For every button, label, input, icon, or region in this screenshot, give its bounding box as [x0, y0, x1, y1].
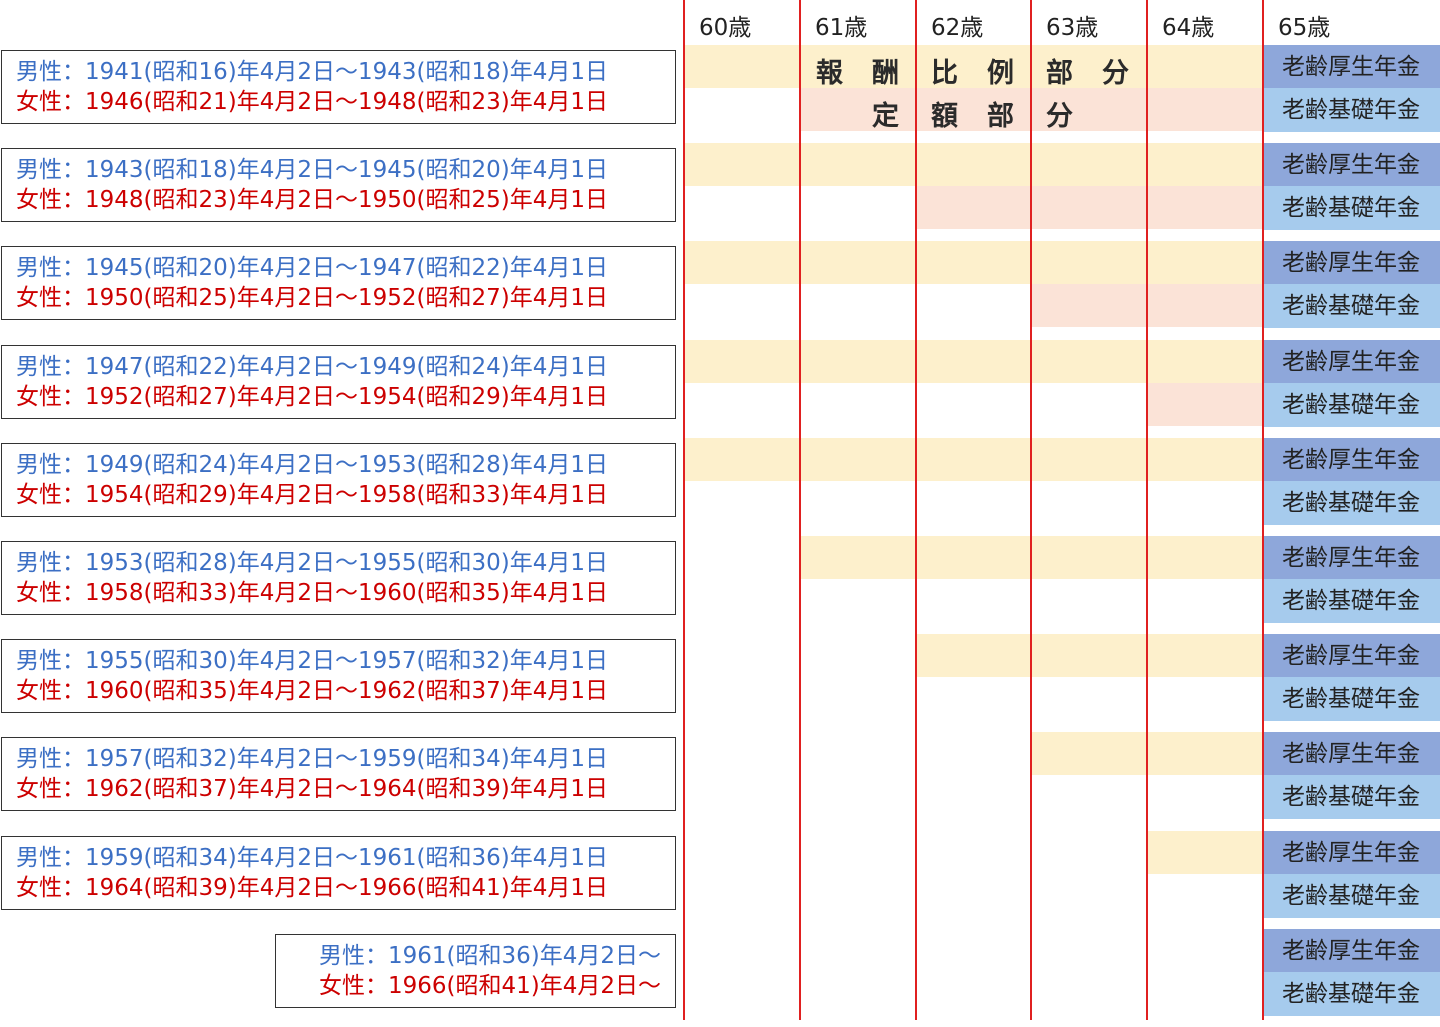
female-birthdate-range: 女性：1952(昭和27)年4月2日〜1954(昭和29)年4月1日	[16, 383, 609, 410]
hirei-band-row-4	[683, 339, 1262, 383]
kosei-pension-cell-row-4: 老齢厚生年金	[1262, 339, 1440, 384]
kiso-pension-cell-row-8: 老齢基礎年金	[1262, 775, 1440, 820]
age-divider-63	[1030, 0, 1032, 1020]
kiso-pension-cell-row-2: 老齢基礎年金	[1262, 186, 1440, 231]
male-birthdate-range: 男性：1945(昭和20)年4月2日〜1947(昭和22)年4月1日	[16, 255, 609, 282]
female-birthdate-range: 女性：1964(昭和39)年4月2日〜1966(昭和41)年4月1日	[16, 874, 609, 901]
hirei-label-char-5: 部	[1046, 58, 1073, 89]
teigaku-band-row-4	[1146, 382, 1262, 426]
female-birthdate-range: 女性：1960(昭和35)年4月2日〜1962(昭和37)年4月1日	[16, 678, 609, 705]
birthdate-box-row-3: 男性：1945(昭和20)年4月2日〜1947(昭和22)年4月1日 女性：195…	[1, 246, 676, 321]
birthdate-box-row-7: 男性：1955(昭和30)年4月2日〜1957(昭和32)年4月1日 女性：196…	[1, 639, 676, 714]
male-birthdate-range: 男性：1941(昭和16)年4月2日〜1943(昭和18)年4月1日	[16, 59, 609, 85]
kosei-pension-cell-row-5: 老齢厚生年金	[1262, 437, 1440, 482]
female-birthdate-range: 女性：1958(昭和33)年4月2日〜1960(昭和35)年4月1日	[16, 580, 609, 606]
hirei-band-row-9	[1146, 830, 1262, 874]
birthdate-box-row-8: 男性：1957(昭和32)年4月2日〜1959(昭和34)年4月1日 女性：196…	[1, 737, 676, 812]
age-divider-64	[1146, 0, 1148, 1020]
birthdate-box-row-10: 男性：1961(昭和36)年4月2日〜 女性：1966(昭和41)年4月2日〜	[275, 933, 676, 1008]
hirei-band-row-3	[683, 241, 1262, 285]
hirei-label-char-4: 例	[987, 58, 1014, 89]
female-birthdate-range: 女性：1946(昭和21)年4月2日〜1948(昭和23)年4月1日	[16, 89, 609, 115]
age-label-62: 62歳	[931, 15, 984, 41]
kosei-pension-cell-row-7: 老齢厚生年金	[1262, 634, 1440, 679]
age-label-60: 60歳	[699, 15, 752, 41]
birthdate-box-row-9: 男性：1959(昭和34)年4月2日〜1961(昭和36)年4月1日 女性：196…	[1, 835, 676, 910]
age-label-65: 65歳	[1278, 15, 1331, 41]
kiso-pension-cell-row-6: 老齢基礎年金	[1262, 579, 1440, 623]
kiso-pension-cell-row-7: 老齢基礎年金	[1262, 677, 1440, 722]
kiso-pension-cell-row-5: 老齢基礎年金	[1262, 480, 1440, 525]
kiso-pension-cell-row-1: 老齢基礎年金	[1262, 88, 1440, 132]
age-label-64: 64歳	[1162, 15, 1215, 41]
hirei-label-char-1: 報	[816, 58, 843, 89]
hirei-label-char-6: 分	[1102, 58, 1129, 89]
teigaku-label-char-4: 分	[1046, 101, 1073, 132]
birthdate-box-row-4: 男性：1947(昭和22)年4月2日〜1949(昭和24)年4月1日 女性：195…	[1, 344, 676, 419]
hirei-label-char-2: 酬	[872, 58, 899, 89]
teigaku-label-char-1: 定	[872, 101, 899, 132]
teigaku-label-char-2: 額	[931, 101, 958, 132]
kosei-pension-cell-row-9: 老齢厚生年金	[1262, 830, 1440, 875]
kiso-pension-cell-row-9: 老齢基礎年金	[1262, 873, 1440, 918]
age-divider-60	[683, 0, 685, 1020]
male-birthdate-range: 男性：1949(昭和24)年4月2日〜1953(昭和28)年4月1日	[16, 451, 609, 478]
kosei-pension-cell-row-2: 老齢厚生年金	[1262, 143, 1440, 188]
hirei-label-char-3: 比	[931, 58, 958, 89]
male-birthdate-range: 男性：1953(昭和28)年4月2日〜1955(昭和30)年4月1日	[16, 550, 609, 576]
kosei-pension-cell-row-10: 老齢厚生年金	[1262, 928, 1440, 973]
hirei-band-row-5	[683, 437, 1262, 481]
male-birthdate-range: 男性：1943(昭和18)年4月2日〜1945(昭和20)年4月1日	[16, 157, 609, 184]
female-birthdate-range: 女性：1950(昭和25)年4月2日〜1952(昭和27)年4月1日	[16, 285, 609, 312]
kiso-pension-cell-row-3: 老齢基礎年金	[1262, 284, 1440, 329]
kosei-pension-cell-row-6: 老齢厚生年金	[1262, 536, 1440, 580]
male-birthdate-range: 男性：1947(昭和22)年4月2日〜1949(昭和24)年4月1日	[16, 353, 609, 380]
age-divider-61	[799, 0, 801, 1020]
age-divider-65	[1262, 0, 1264, 1020]
kosei-pension-cell-row-3: 老齢厚生年金	[1262, 241, 1440, 286]
kosei-pension-cell-row-1: 老齢厚生年金	[1262, 45, 1440, 89]
male-birthdate-range: 男性：1957(昭和32)年4月2日〜1959(昭和34)年4月1日	[16, 746, 609, 773]
male-birthdate-range: 男性：1959(昭和34)年4月2日〜1961(昭和36)年4月1日	[16, 844, 609, 871]
birthdate-box-row-5: 男性：1949(昭和24)年4月2日〜1953(昭和28)年4月1日 女性：195…	[1, 442, 676, 517]
male-birthdate-range: 男性：1961(昭和36)年4月2日〜	[318, 942, 661, 969]
teigaku-band-row-2	[915, 186, 1262, 230]
teigaku-label-char-3: 部	[987, 101, 1014, 132]
kiso-pension-cell-row-10: 老齢基礎年金	[1262, 971, 1440, 1016]
female-birthdate-range: 女性：1966(昭和41)年4月2日〜	[318, 972, 661, 999]
kiso-pension-cell-row-4: 老齢基礎年金	[1262, 382, 1440, 427]
hirei-band-row-7	[915, 634, 1262, 678]
age-label-61: 61歳	[815, 15, 868, 41]
female-birthdate-range: 女性：1954(昭和29)年4月2日〜1958(昭和33)年4月1日	[16, 481, 609, 508]
male-birthdate-range: 男性：1955(昭和30)年4月2日〜1957(昭和32)年4月1日	[16, 648, 609, 675]
female-birthdate-range: 女性：1962(昭和37)年4月2日〜1964(昭和39)年4月1日	[16, 776, 609, 803]
birthdate-box-row-1: 男性：1941(昭和16)年4月2日〜1943(昭和18)年4月1日 女性：194…	[1, 50, 676, 124]
female-birthdate-range: 女性：1948(昭和23)年4月2日〜1950(昭和25)年4月1日	[16, 187, 609, 214]
age-divider-62	[915, 0, 917, 1020]
birthdate-box-row-2: 男性：1943(昭和18)年4月2日〜1945(昭和20)年4月1日 女性：194…	[1, 148, 676, 223]
kosei-pension-cell-row-8: 老齢厚生年金	[1262, 732, 1440, 777]
hirei-band-row-2	[683, 143, 1262, 187]
age-label-63: 63歳	[1046, 15, 1099, 41]
hirei-band-row-1	[683, 45, 1262, 88]
birthdate-box-row-6: 男性：1953(昭和28)年4月2日〜1955(昭和30)年4月1日 女性：195…	[1, 541, 676, 615]
